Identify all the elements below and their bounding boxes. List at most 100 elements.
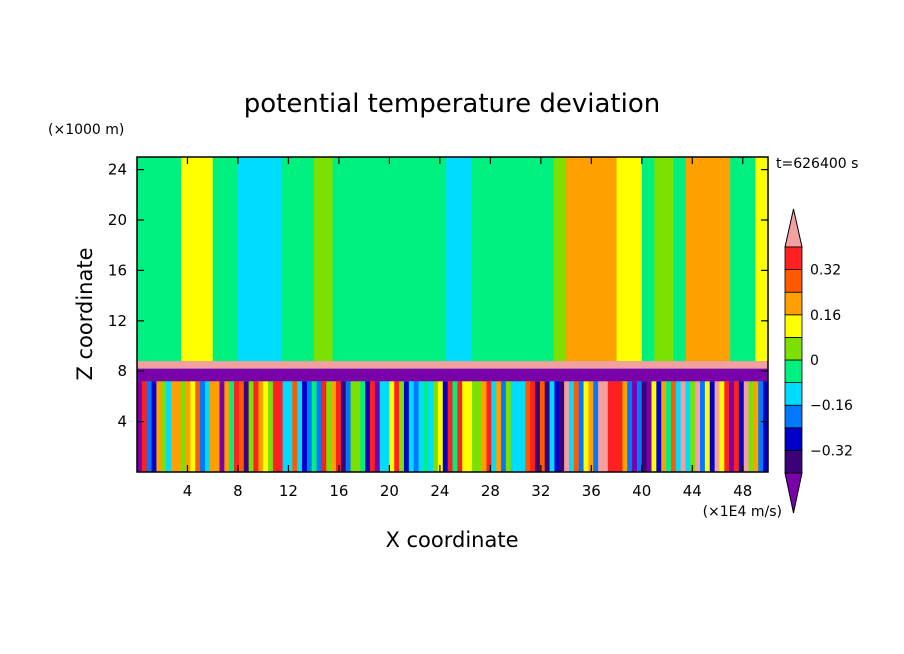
- field-cell: [428, 381, 434, 472]
- field-cell: [515, 381, 522, 472]
- field-cell: [156, 381, 162, 472]
- field-cell: [399, 381, 405, 472]
- field-cell: [234, 381, 240, 472]
- field-cell: [369, 381, 376, 472]
- y-tick-label: 20: [108, 211, 127, 229]
- colorbar-swatch: [784, 427, 803, 451]
- field-cell: [204, 381, 211, 472]
- colorbar-label: −0.32: [810, 443, 853, 459]
- field-cell: [670, 381, 677, 472]
- field-cell: [253, 381, 259, 472]
- field-cell: [539, 381, 546, 472]
- field-cell: [166, 381, 172, 472]
- field-cell: [258, 381, 264, 472]
- field-cell: [656, 381, 662, 472]
- field-cell: [219, 381, 225, 472]
- field-cell: [292, 381, 298, 472]
- field-cell: [588, 381, 594, 472]
- field-cell: [452, 381, 458, 472]
- field-cell: [365, 381, 371, 472]
- field-cell: [248, 381, 255, 472]
- field-cell: [467, 381, 473, 472]
- colorbar-swatch: [784, 314, 803, 338]
- y-tick-label: 16: [108, 261, 127, 279]
- field-cell: [350, 381, 357, 472]
- field-column: [755, 157, 768, 362]
- y-tick-label: 12: [108, 312, 127, 330]
- field-cell: [578, 381, 585, 472]
- field-cell: [209, 381, 216, 472]
- field-cell: [501, 381, 507, 472]
- field-cell: [170, 381, 177, 472]
- field-cell: [709, 381, 716, 472]
- time-label: t=626400 s: [776, 156, 858, 172]
- field-cell: [355, 381, 361, 472]
- field-cell: [496, 381, 502, 472]
- field-cell: [137, 381, 143, 472]
- field-cell: [602, 381, 609, 472]
- colorbar-swatch: [784, 382, 803, 406]
- field-cell: [447, 381, 454, 472]
- field-cell: [471, 381, 478, 472]
- colorbar: 0.32 0.16 0 −0.16 −0.32: [784, 208, 853, 514]
- field-cell: [379, 381, 386, 472]
- field-cell: [573, 381, 580, 472]
- field-cell: [180, 381, 187, 472]
- field-cell: [704, 381, 711, 472]
- field-cell: [583, 381, 590, 472]
- field-cell: [666, 381, 672, 472]
- colorbar-swatch: [784, 404, 803, 429]
- x-tick-label: 12: [279, 482, 298, 500]
- field-column: [509, 157, 529, 362]
- colorbar-swatch: [784, 246, 803, 271]
- field-cell: [360, 381, 366, 472]
- field-column: [616, 157, 642, 362]
- colorbar-swatch: [784, 336, 803, 361]
- field-cell: [462, 381, 468, 472]
- field-cell: [675, 381, 682, 472]
- field-cell: [651, 381, 657, 472]
- colorbar-swatch: [784, 291, 803, 316]
- field-cell: [661, 381, 667, 472]
- field-cell: [738, 381, 745, 472]
- field-column: [685, 157, 731, 362]
- field-column: [446, 157, 472, 362]
- field-cell: [200, 381, 206, 472]
- field-cell: [719, 381, 725, 472]
- colorbar-label: −0.16: [810, 398, 853, 414]
- field-column: [553, 157, 567, 362]
- field-cell: [389, 381, 395, 472]
- field-cell: [554, 381, 560, 472]
- field-cell: [408, 381, 415, 472]
- field-cell: [437, 381, 444, 472]
- field-cell: [559, 381, 565, 472]
- field-cell: [700, 381, 706, 472]
- field-cell: [306, 381, 313, 472]
- field-cell: [622, 381, 628, 472]
- field-cell: [753, 381, 759, 472]
- field-layer: [137, 368, 768, 382]
- field-cell: [646, 381, 653, 472]
- field-cell: [525, 381, 531, 472]
- x-tick-label: 4: [183, 482, 193, 500]
- field-cell: [530, 381, 536, 472]
- field-cell: [481, 381, 488, 472]
- field-cell: [535, 381, 541, 472]
- field-cell: [345, 381, 352, 472]
- field-cell: [331, 381, 337, 472]
- field-cell: [743, 381, 750, 472]
- field-cell: [714, 381, 721, 472]
- field-cell: [243, 381, 250, 472]
- x-axis-label: X coordinate: [385, 528, 518, 552]
- field-cell: [297, 381, 303, 472]
- field-cell: [568, 381, 575, 472]
- field-cell: [598, 381, 604, 472]
- field-cell: [336, 381, 342, 472]
- colorbar-bottom-arrow: [784, 472, 803, 514]
- field-cell: [394, 381, 400, 472]
- field-cell: [724, 381, 730, 472]
- field-cell: [695, 381, 701, 472]
- x-tick-label: 40: [632, 482, 651, 500]
- colorbar-swatch: [784, 359, 803, 384]
- field-column: [364, 157, 390, 362]
